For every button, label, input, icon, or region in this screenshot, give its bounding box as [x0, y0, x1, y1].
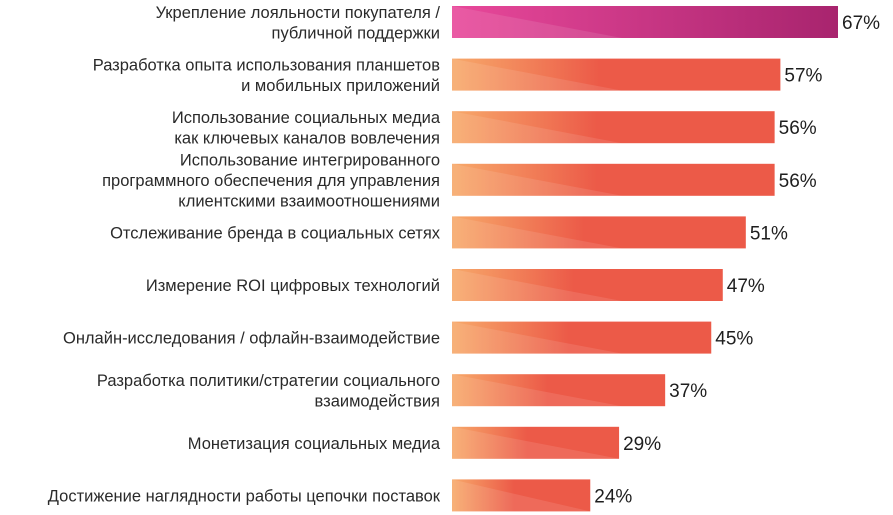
value-label-9: 29% [623, 434, 661, 455]
bar-sheen-10 [452, 479, 591, 512]
bar-sheen-3 [452, 111, 622, 144]
bar-10 [452, 479, 591, 512]
category-label-9: Монетизация социальных медиа [188, 435, 441, 453]
bar-9 [452, 426, 620, 459]
bar-sheen-9 [452, 426, 620, 459]
value-label-6: 47% [727, 276, 765, 297]
value-label-5: 51% [750, 223, 788, 244]
category-label-line: Отслеживание бренда в социальных сетях [110, 224, 441, 242]
category-label-line: публичной поддержки [272, 24, 440, 42]
value-label-1: 67% [842, 13, 880, 34]
category-label-line: взаимодействия [315, 392, 440, 410]
category-label-line: как ключевых каналов вовлечения [174, 129, 440, 147]
category-label-line: Использование интегрированного [180, 151, 440, 169]
category-label-7: Онлайн-исследования / офлайн-взаимодейст… [63, 330, 440, 348]
bar-sheen-6 [452, 269, 622, 301]
value-label-8: 37% [669, 381, 707, 402]
category-label-line: Укрепление лояльности покупателя / [156, 4, 441, 22]
category-label-1: Укрепление лояльности покупателя / публич… [156, 4, 441, 43]
category-label-5: Отслеживание бренда в социальных сетях [110, 224, 441, 242]
value-label-3: 56% [779, 118, 817, 139]
category-label-line: Измерение ROI цифровых технологий [146, 277, 440, 295]
value-label-2: 57% [784, 66, 822, 87]
bar-1 [452, 6, 838, 38]
category-label-6: Измерение ROI цифровых технологий [146, 277, 440, 295]
bar-2 [452, 58, 781, 91]
bar-sheen-8 [452, 374, 622, 407]
bar-sheen-1 [452, 6, 622, 38]
category-label-4: Использование интегрированного программно… [102, 151, 440, 210]
bar-sheen-7 [452, 321, 622, 354]
category-label-line: Использование социальных медиа [172, 109, 441, 127]
bar-7 [452, 321, 712, 354]
category-label-line: Разработка политики/стратегии социальног… [97, 372, 440, 390]
category-label-line: клиентскими взаимоотношениями [178, 192, 440, 210]
category-label-8: Разработка политики/стратегии социальног… [97, 372, 440, 411]
category-label-line: Онлайн-исследования / офлайн-взаимодейст… [63, 330, 440, 348]
bar-6 [452, 269, 723, 301]
bar-sheen-2 [452, 58, 622, 91]
bar-5 [452, 216, 746, 249]
category-label-line: и мобильных приложений [241, 77, 440, 95]
value-label-7: 45% [715, 329, 753, 350]
bar-4 [452, 163, 775, 196]
bar-3 [452, 111, 775, 144]
category-label-line: Разработка опыта использования планшетов [93, 56, 440, 74]
category-label-3: Использование социальных медиа как ключев… [172, 109, 441, 148]
bar-sheen-5 [452, 216, 622, 249]
category-label-line: программного обеспечения для управления [102, 172, 440, 190]
value-label-10: 24% [594, 486, 632, 507]
category-label-10: Достижение наглядности работы цепочки по… [48, 487, 441, 505]
bars-group: 67% Укрепление лояльности покупателя / пуб… [48, 4, 880, 512]
value-label-4: 56% [779, 171, 817, 192]
category-label-line: Монетизация социальных медиа [188, 435, 441, 453]
bar-sheen-4 [452, 163, 622, 196]
category-label-line: Достижение наглядности работы цепочки по… [48, 487, 441, 505]
bar-8 [452, 374, 666, 407]
category-label-2: Разработка опыта использования планшетов… [93, 56, 440, 95]
